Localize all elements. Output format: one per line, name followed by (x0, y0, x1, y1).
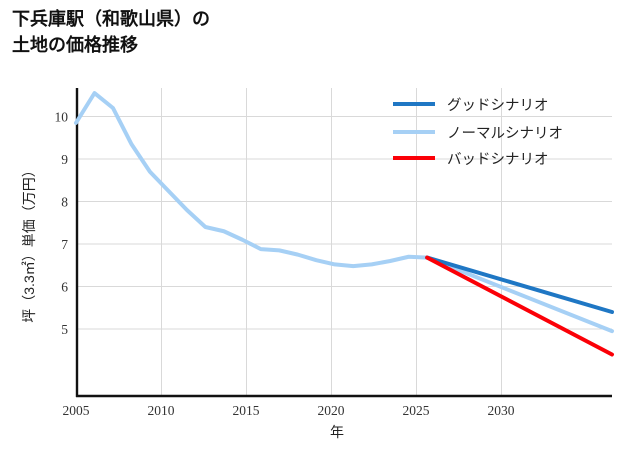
series-line-history (74, 91, 430, 269)
series-line-bad-scenario (425, 255, 614, 357)
y-tick-label: 6 (61, 280, 68, 295)
axis-lines (75, 88, 612, 398)
x-axis-tick-labels: 2005 2010 2015 2020 2025 2030 (63, 403, 515, 418)
chart-title: 下兵庫駅（和歌山県）の 土地の価格推移 (12, 9, 210, 56)
legend-label-bad: バッドシナリオ (447, 152, 549, 168)
y-axis-tick-labels: 10 9 8 7 6 5 (55, 110, 69, 338)
y-tick-label: 7 (61, 237, 68, 252)
data-series-group (74, 91, 614, 357)
y-tick-label: 10 (55, 110, 69, 125)
y-tick-label: 5 (61, 322, 68, 337)
x-axis-title: 年 (330, 424, 344, 440)
y-tick-label: 9 (61, 152, 68, 167)
chart-legend: グッドシナリオ ノーマルシナリオ バッドシナリオ (393, 97, 563, 168)
x-tick-label: 2030 (488, 403, 515, 418)
x-tick-label: 2005 (63, 403, 90, 418)
legend-label-good: グッドシナリオ (447, 97, 549, 114)
y-axis-title: 坪（3.3㎡）単価（万円） (21, 163, 37, 322)
x-tick-label: 2010 (148, 403, 175, 418)
x-tick-label: 2020 (318, 403, 345, 418)
x-tick-label: 2015 (233, 403, 260, 418)
y-tick-label: 8 (61, 195, 68, 210)
legend-label-normal: ノーマルシナリオ (447, 126, 563, 142)
series-line-good-scenario (425, 255, 614, 314)
series-line-normal-scenario (425, 255, 614, 334)
x-tick-label: 2025 (403, 403, 430, 418)
